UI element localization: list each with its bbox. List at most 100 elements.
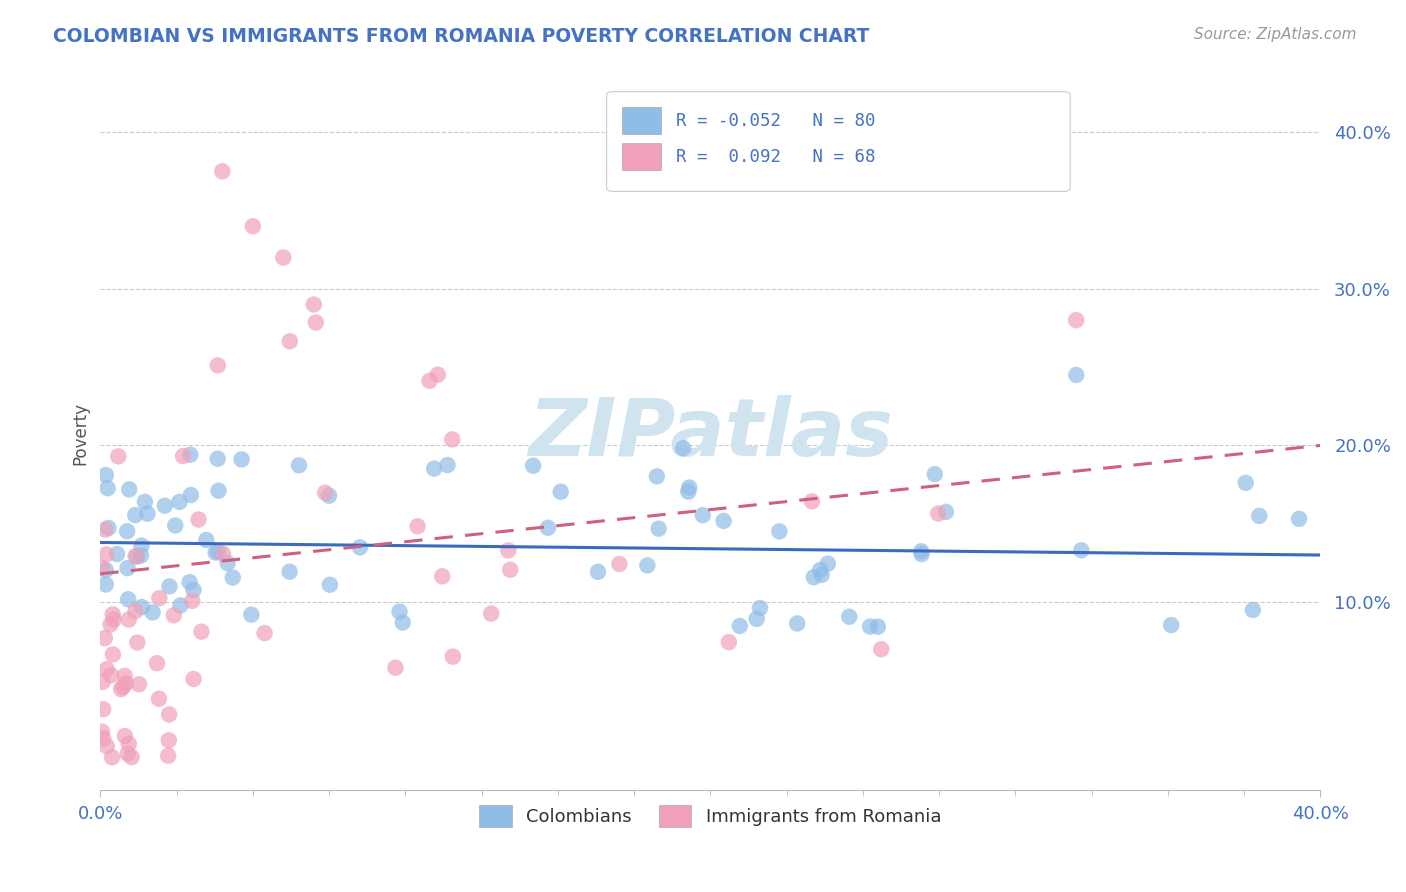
Point (127, 635, 149, 649)
Point (278, 334, 301, 349)
Point (97, 521, 120, 535)
Point (672, 441, 695, 455)
Point (157, 707, 180, 722)
Point (288, 458, 311, 473)
Point (101, 750, 124, 764)
Point (423, 461, 446, 475)
Point (817, 557, 839, 571)
Point (786, 616, 808, 631)
Point (124, 549, 146, 563)
Point (195, 533, 218, 547)
Point (121, 750, 143, 764)
Point (180, 488, 202, 502)
Point (179, 448, 201, 462)
Point (115, 524, 138, 539)
Point (1234, 475, 1257, 490)
Point (1064, 313, 1087, 327)
Point (678, 481, 700, 495)
Point (866, 620, 889, 634)
Point (117, 592, 139, 607)
Point (96, 739, 118, 754)
Point (314, 485, 336, 500)
Point (859, 619, 882, 633)
Point (391, 615, 413, 630)
Point (207, 545, 229, 559)
Point (117, 561, 139, 575)
Legend: Colombians, Immigrants from Romania: Colombians, Immigrants from Romania (472, 797, 949, 834)
Point (207, 483, 229, 498)
Point (728, 619, 751, 633)
Point (118, 613, 141, 627)
Point (190, 624, 212, 639)
Point (97, 481, 120, 495)
Point (803, 570, 825, 584)
Point (384, 661, 406, 675)
Point (800, 494, 823, 508)
Point (498, 543, 520, 558)
Point (112, 680, 135, 694)
Point (91, 724, 114, 739)
FancyBboxPatch shape (623, 143, 661, 170)
Point (1241, 603, 1264, 617)
Point (676, 484, 699, 499)
Point (318, 489, 340, 503)
Point (169, 495, 191, 509)
Point (924, 467, 946, 482)
Point (117, 747, 139, 761)
Point (745, 612, 768, 626)
Point (231, 452, 253, 467)
Point (146, 657, 169, 671)
Point (242, 219, 264, 234)
Point (910, 547, 932, 561)
Point (253, 626, 276, 640)
Point (124, 604, 146, 618)
Point (94, 523, 117, 537)
Point (179, 575, 201, 590)
Point (91, 731, 114, 746)
Point (217, 556, 239, 570)
Point (522, 458, 544, 473)
Point (1249, 508, 1271, 523)
Point (441, 649, 464, 664)
Point (749, 601, 772, 615)
Point (101, 607, 124, 622)
Point (717, 635, 740, 649)
Point (91, 674, 114, 689)
Point (157, 733, 180, 747)
Text: R = -0.052   N = 80: R = -0.052 N = 80 (676, 112, 876, 130)
Point (418, 374, 440, 388)
Point (183, 583, 205, 598)
Point (101, 648, 124, 662)
Point (157, 748, 180, 763)
Point (91, 702, 114, 716)
Point (118, 737, 141, 751)
Point (302, 297, 325, 311)
Point (207, 451, 229, 466)
Point (441, 433, 464, 447)
Point (349, 541, 371, 555)
Point (118, 483, 141, 497)
FancyBboxPatch shape (623, 107, 661, 135)
Point (768, 524, 790, 539)
Point (240, 607, 263, 622)
Point (222, 571, 245, 585)
Point (713, 514, 735, 528)
Point (105, 547, 128, 561)
Point (910, 544, 932, 558)
Point (207, 359, 229, 373)
Point (692, 508, 714, 523)
Point (128, 677, 150, 691)
Point (810, 568, 832, 582)
Point (100, 668, 122, 682)
Point (110, 682, 132, 697)
Point (163, 608, 186, 623)
Point (107, 450, 129, 464)
Point (134, 495, 156, 509)
Point (870, 642, 893, 657)
Point (142, 606, 165, 620)
Point (1288, 512, 1310, 526)
Point (114, 729, 136, 743)
Point (212, 547, 235, 561)
Point (124, 508, 146, 522)
Point (636, 558, 658, 573)
